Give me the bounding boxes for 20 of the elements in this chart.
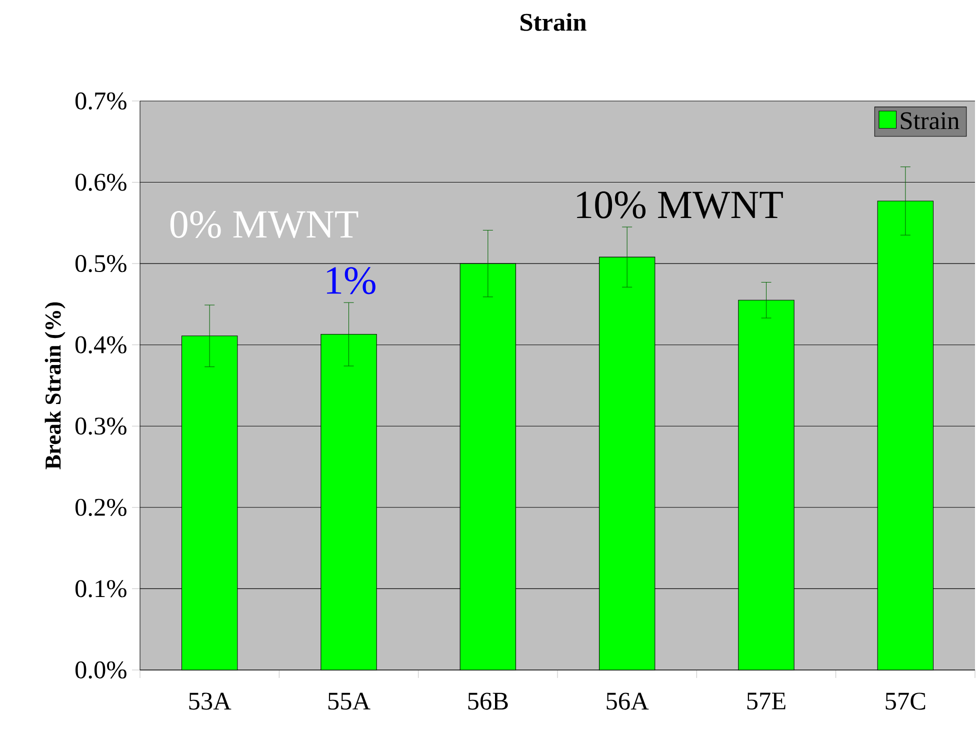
y-tick-label: 0.7% [75,92,126,110]
x-tick-label: 57C [886,692,926,710]
y-tick-label: 0.3% [75,418,126,435]
y-tick-label: 0.0% [75,661,126,679]
y-tick-label: 0.1% [75,580,126,598]
x-tick-label: 57E [747,692,786,710]
y-tick-label: 0.5% [75,254,126,272]
y-tick-label: 0.6% [75,174,126,191]
x-tick-label: 56B [468,692,508,710]
x-tick-label: 56A [606,692,649,710]
y-tick-label: 0.4% [75,336,126,354]
y-tick-label: 0.2% [75,498,126,516]
annotation: 1% [326,267,376,294]
annotation: 0% MWNT [170,210,358,238]
y-axis-title: Break Strain (%) [44,302,66,470]
x-tick-label: 55A [328,692,370,710]
legend-label: Strain [900,112,960,130]
annotation: 10% MWNT [577,191,783,219]
x-tick-label: 53A [189,692,232,710]
chart-title: Strain [520,13,586,31]
